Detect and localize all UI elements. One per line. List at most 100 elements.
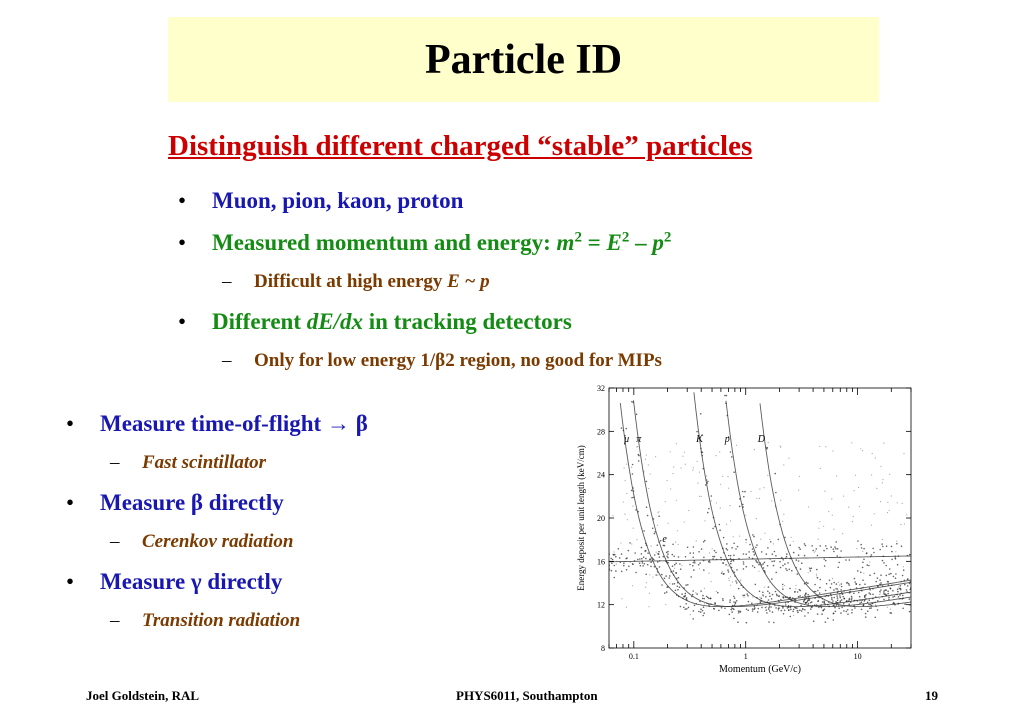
scatter-point — [747, 595, 749, 597]
bullet-beta-text: Measure β directly — [100, 490, 284, 515]
scatter-point — [760, 538, 762, 540]
scatter-point — [696, 460, 698, 462]
x-tick-label: 0.1 — [629, 652, 639, 661]
scatter-point — [788, 596, 791, 598]
scatter-point — [828, 579, 831, 582]
scatter-point — [658, 511, 660, 513]
scatter-point — [779, 560, 781, 563]
scatter-point — [767, 474, 769, 477]
scatter-point — [728, 579, 730, 582]
scatter-point — [766, 565, 769, 567]
scatter-point — [650, 545, 652, 547]
scatter-point — [825, 446, 827, 448]
scatter-point — [650, 561, 652, 564]
scatter-point — [692, 618, 694, 620]
scatter-point — [880, 582, 882, 584]
bullet-dedx-post: in tracking detectors — [362, 309, 572, 334]
scatter-point — [854, 474, 857, 476]
scatter-point — [883, 598, 885, 601]
scatter-point — [648, 487, 650, 490]
scatter-point — [725, 394, 728, 397]
scatter-point — [833, 550, 835, 553]
scatter-point — [640, 546, 643, 549]
scatter-point — [720, 607, 723, 609]
scatter-point — [900, 545, 903, 547]
scatter-point — [635, 571, 637, 574]
scatter-point — [819, 467, 821, 470]
scatter-point — [685, 584, 687, 586]
scatter-point — [906, 585, 909, 587]
scatter-point — [655, 551, 657, 553]
scatter-point — [777, 609, 779, 611]
scatter-point — [734, 601, 737, 604]
scatter-point — [766, 606, 768, 608]
scatter-point — [902, 569, 905, 571]
scatter-point — [807, 602, 810, 605]
scatter-point — [700, 495, 702, 497]
scatter-point — [775, 491, 777, 494]
scatter-point — [839, 600, 842, 602]
scatter-point — [710, 581, 712, 583]
scatter-point — [718, 523, 721, 526]
scatter-point — [819, 545, 821, 547]
scatter-point — [894, 577, 897, 579]
scatter-point — [755, 518, 757, 520]
scatter-point — [860, 543, 862, 546]
scatter-point — [826, 547, 828, 550]
scatter-point — [625, 557, 627, 560]
scatter-point — [632, 505, 634, 507]
formula-minus: – — [629, 230, 653, 255]
scatter-point — [751, 608, 754, 610]
scatter-point — [818, 592, 821, 594]
scatter-point — [871, 452, 873, 455]
scatter-point — [904, 603, 906, 605]
scatter-point — [843, 495, 845, 497]
scatter-point — [801, 562, 803, 564]
scatter-point — [839, 595, 841, 597]
scatter-point — [901, 502, 903, 504]
scatter-point — [814, 590, 817, 593]
scatter-point — [704, 539, 706, 542]
subbullet-low-energy: – Only for low energy 1/β2 region, no goo… — [222, 350, 662, 372]
scatter-point — [847, 613, 849, 615]
scatter-point — [909, 587, 912, 589]
scatter-point — [752, 534, 754, 536]
band-curve — [725, 400, 912, 608]
subbullet-cerenkov: – Cerenkov radiation — [110, 531, 293, 553]
scatter-point — [782, 520, 784, 522]
scatter-point — [862, 550, 864, 553]
scatter-point — [645, 582, 647, 584]
scatter-point — [892, 589, 894, 592]
scatter-point — [778, 595, 780, 597]
scatter-point — [774, 605, 776, 607]
scatter-point — [632, 527, 634, 529]
scatter-point — [817, 538, 819, 540]
scatter-point — [641, 562, 644, 564]
scatter-point — [747, 609, 749, 612]
scatter-point — [897, 590, 899, 593]
scatter-point — [798, 475, 800, 477]
scatter-point — [859, 602, 861, 604]
scatter-point — [817, 600, 819, 602]
scatter-point — [882, 545, 884, 548]
y-tick-label: 20 — [597, 514, 605, 523]
scatter-point — [873, 572, 876, 575]
scatter-point — [834, 606, 836, 609]
scatter-point — [870, 524, 873, 526]
scatter-point — [908, 582, 911, 585]
scatter-point — [636, 446, 638, 448]
scatter-point — [758, 563, 760, 566]
scatter-point — [665, 603, 667, 606]
scatter-point — [634, 552, 636, 554]
subbullet-scintillator-text: Fast scintillator — [142, 452, 267, 473]
bullet-gamma: • Measure γ directly — [66, 569, 282, 595]
scatter-point — [836, 548, 839, 550]
scatter-point — [828, 510, 830, 513]
scatter-point — [720, 483, 722, 485]
scatter-point — [703, 569, 705, 571]
scatter-point — [824, 559, 827, 562]
scatter-point — [833, 581, 835, 584]
scatter-point — [892, 575, 895, 578]
subbullet-high-energy-text: Difficult at high energy — [254, 271, 448, 292]
scatter-point — [617, 548, 620, 550]
